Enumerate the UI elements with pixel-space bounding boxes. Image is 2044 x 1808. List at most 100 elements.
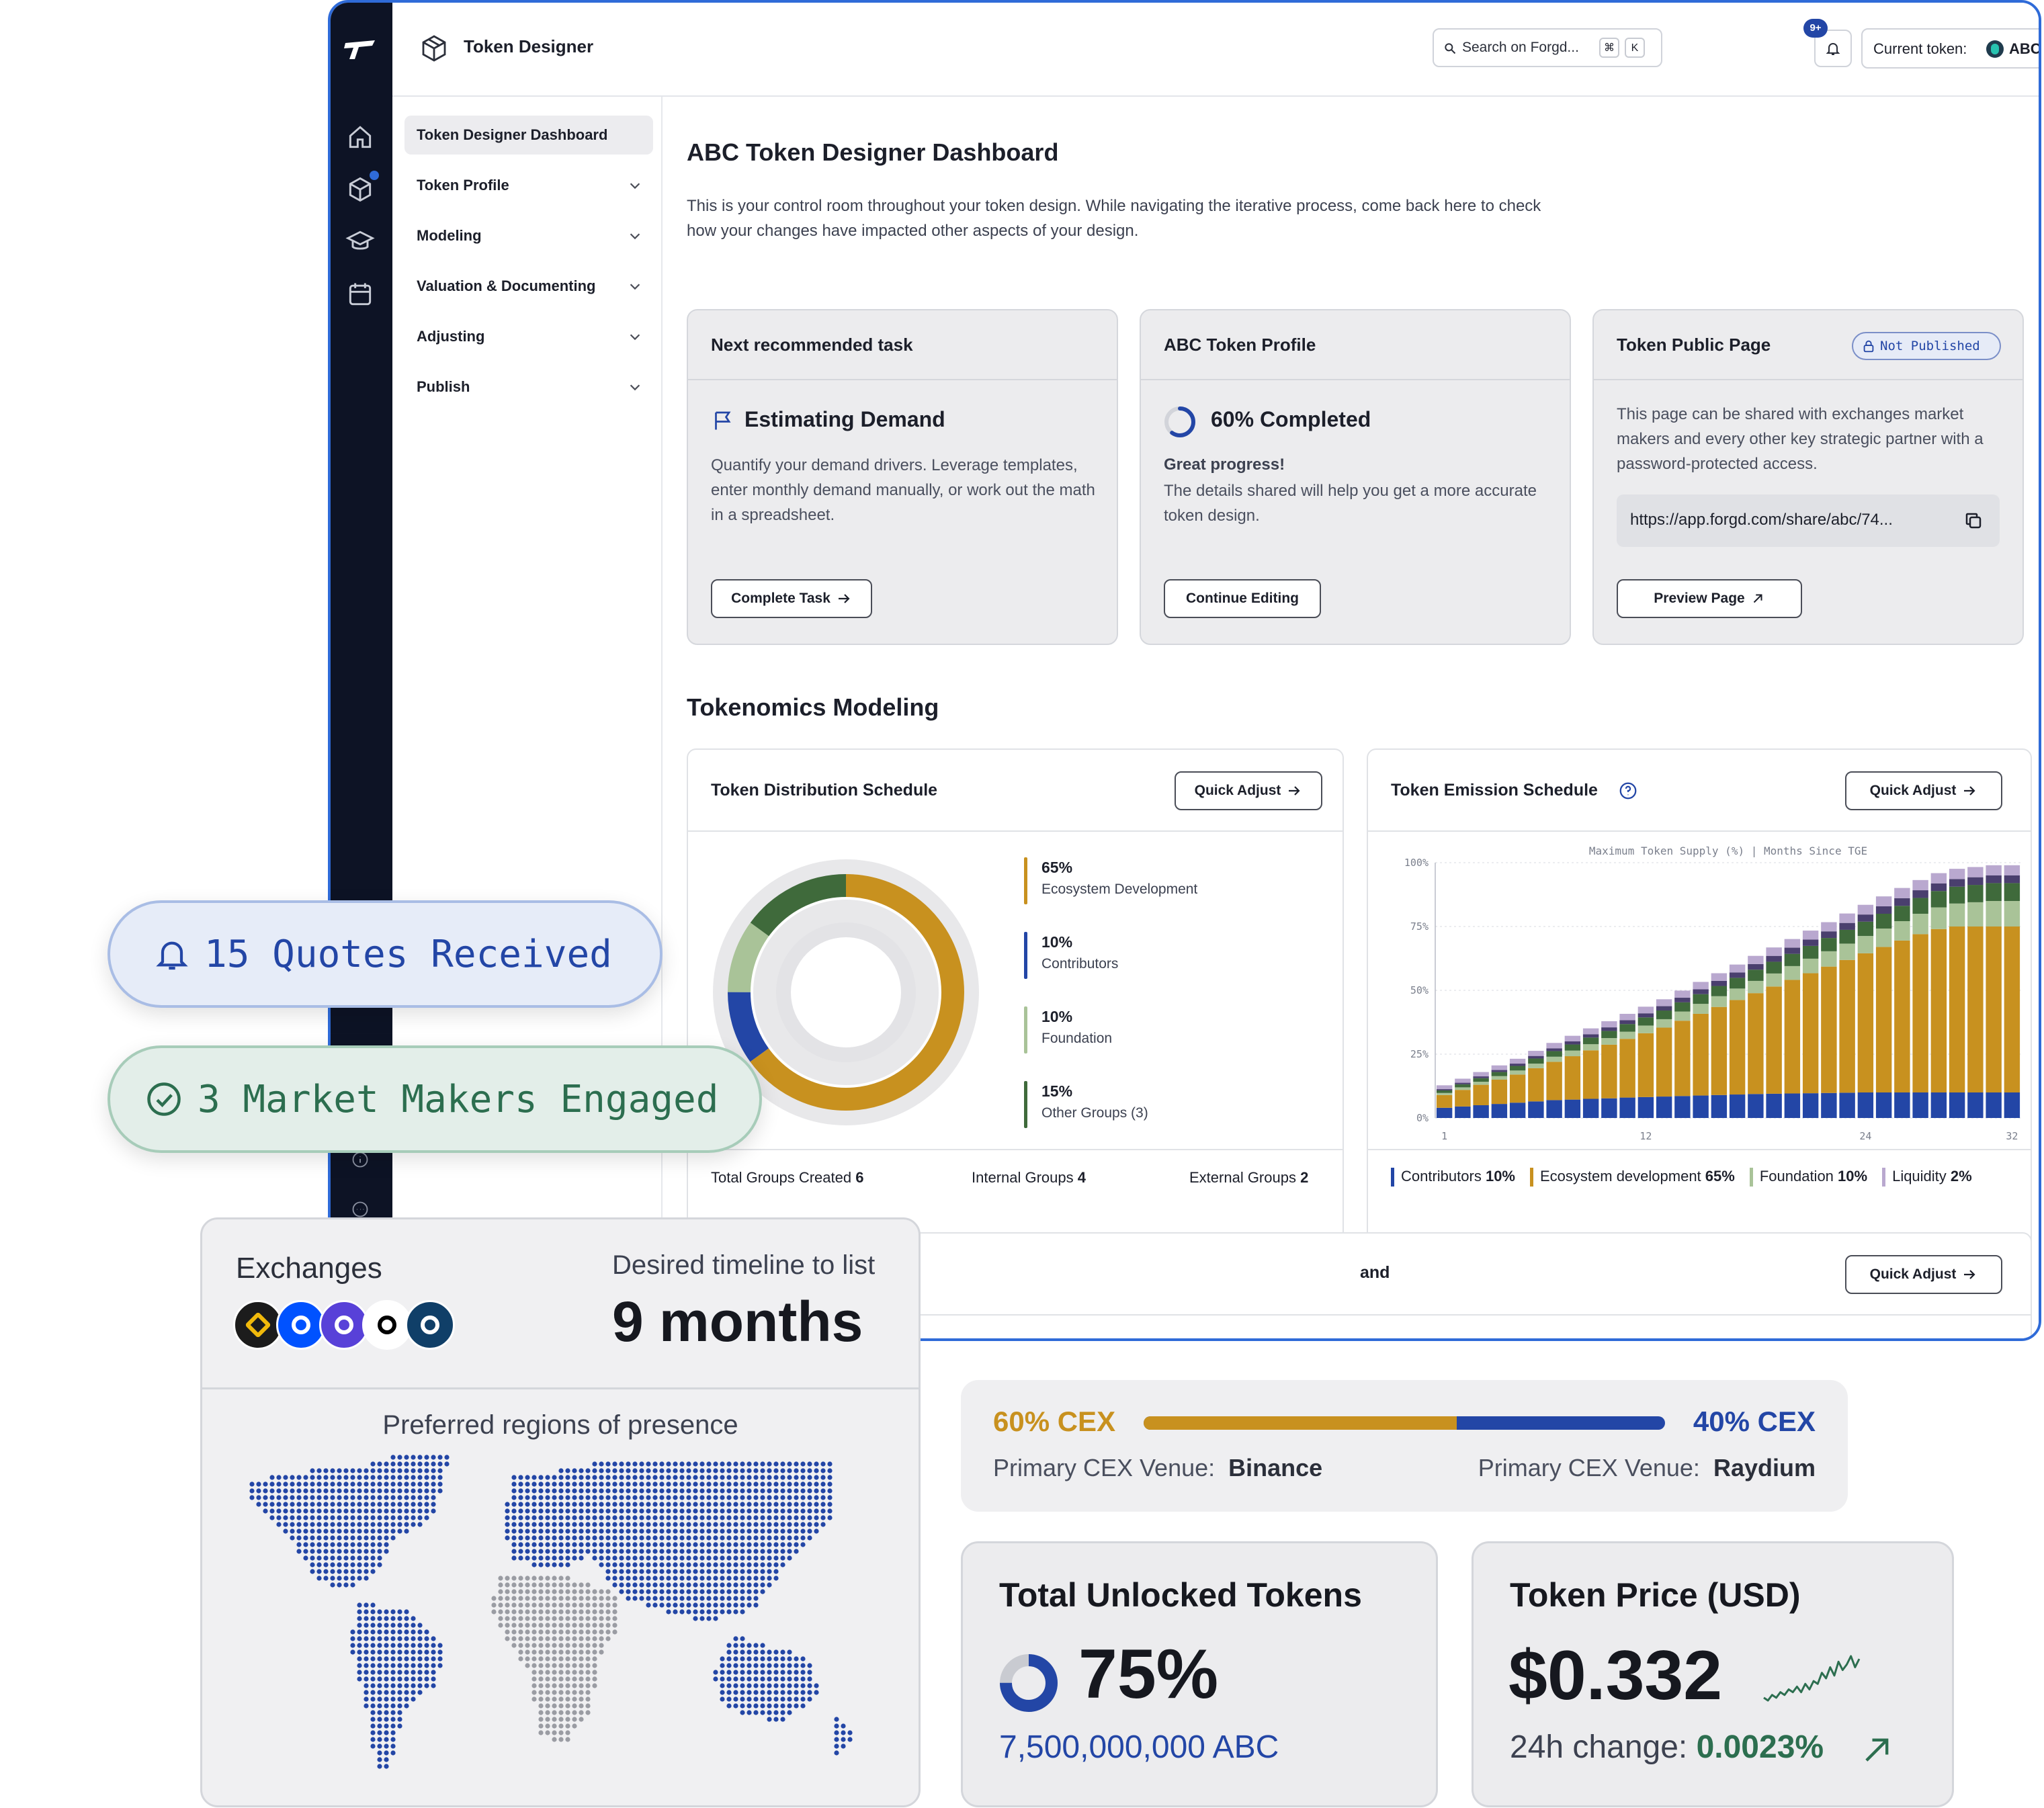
map-dot (693, 1461, 698, 1467)
bar-segment (1546, 1056, 1562, 1062)
quick-adjust-button[interactable]: Quick Adjust (1845, 771, 2002, 810)
map-dot (673, 1481, 678, 1487)
map-dot (411, 1663, 416, 1668)
map-dot (747, 1502, 752, 1507)
info-icon[interactable] (351, 1150, 370, 1169)
map-dot (787, 1696, 792, 1702)
map-dot (525, 1481, 530, 1487)
map-dot (720, 1602, 725, 1608)
map-dot (404, 1636, 409, 1641)
task-body: Quantify your demand drivers. Leverage t… (711, 456, 1095, 524)
map-dot (780, 1481, 785, 1487)
quick-adjust-button[interactable]: Quick Adjust (1845, 1255, 2002, 1294)
map-dot (518, 1481, 523, 1487)
map-dot (619, 1589, 624, 1594)
current-token-select[interactable]: Current token: ABC (1861, 28, 2039, 69)
map-dot (538, 1629, 544, 1635)
bar-segment (1455, 1090, 1471, 1107)
map-dot (599, 1602, 604, 1608)
map-dot (511, 1636, 517, 1641)
nav-modeling[interactable]: Modeling (404, 216, 653, 255)
price-sparkline (1763, 1655, 1861, 1702)
map-dot (565, 1609, 570, 1615)
nav-token-profile[interactable]: Token Profile (404, 166, 653, 205)
map-dot (357, 1488, 362, 1494)
map-dot (531, 1683, 537, 1688)
map-dot (565, 1670, 570, 1675)
map-dot (545, 1522, 550, 1527)
map-dot (545, 1542, 550, 1547)
forgd-logo-icon[interactable] (343, 35, 378, 64)
map-dot (384, 1696, 389, 1702)
map-dot (639, 1596, 644, 1601)
recommended-task-card: Next recommended task Estimating Demand … (687, 309, 1118, 645)
map-dot (652, 1522, 658, 1527)
quick-adjust-button[interactable]: Quick Adjust (1175, 771, 1322, 810)
map-dot (747, 1582, 752, 1588)
nav-publish[interactable]: Publish (404, 368, 653, 406)
map-dot (767, 1717, 772, 1722)
map-dot (531, 1542, 537, 1547)
copy-icon[interactable] (1963, 511, 1984, 531)
search-input[interactable]: Search on Forgd... ⌘ K (1433, 28, 1662, 67)
map-dot (713, 1461, 718, 1467)
nav-adjusting[interactable]: Adjusting (404, 317, 653, 356)
map-dot (350, 1495, 355, 1500)
complete-task-button[interactable]: Complete Task (711, 579, 872, 618)
map-dot (498, 1589, 503, 1594)
map-dot (269, 1515, 275, 1520)
map-dot (579, 1683, 584, 1688)
map-dot (699, 1475, 705, 1480)
map-dot (552, 1737, 557, 1742)
cube-icon[interactable] (345, 175, 375, 204)
preview-page-button[interactable]: Preview Page (1617, 579, 1802, 618)
check-circle-icon (147, 1082, 181, 1116)
nav-valuation-documenting[interactable]: Valuation & Documenting (404, 267, 653, 306)
map-dot (807, 1502, 812, 1507)
map-dot (612, 1495, 618, 1500)
map-dot (558, 1475, 564, 1480)
share-url-field[interactable]: https://app.forgd.com/share/abc/74... (1617, 494, 2000, 547)
map-dot (511, 1602, 517, 1608)
map-dot (592, 1461, 597, 1467)
bar-segment (1802, 973, 1819, 1094)
map-dot (350, 1515, 355, 1520)
map-dot (572, 1696, 577, 1702)
bar-segment (1491, 1070, 1508, 1072)
bar-segment (1473, 1082, 1489, 1085)
help-icon[interactable] (1618, 781, 1638, 801)
map-dot (518, 1616, 523, 1621)
calendar-icon[interactable] (345, 279, 375, 309)
map-dot (552, 1703, 557, 1709)
home-icon[interactable] (345, 122, 375, 152)
map-dot (747, 1569, 752, 1574)
nav-token-designer-dashboard[interactable]: Token Designer Dashboard (404, 116, 653, 155)
map-dot (350, 1582, 355, 1588)
map-dot (552, 1723, 557, 1729)
map-dot (384, 1643, 389, 1648)
map-dot (565, 1549, 570, 1554)
bar-segment (1839, 929, 1855, 944)
graduation-cap-icon[interactable] (345, 227, 375, 257)
map-dot (585, 1649, 591, 1655)
map-dot (632, 1569, 638, 1574)
map-dot (357, 1676, 362, 1682)
page-title: ABC Token Designer Dashboard (687, 138, 1059, 166)
map-dot (390, 1529, 396, 1534)
bar-segment (1784, 953, 1801, 966)
map-dot (357, 1663, 362, 1668)
map-dot (377, 1549, 382, 1554)
bar-segment (1509, 1066, 1526, 1071)
map-dot (720, 1475, 725, 1480)
continue-editing-button[interactable]: Continue Editing (1164, 579, 1321, 618)
bar-segment (1711, 980, 1728, 986)
bar-segment (1674, 998, 1691, 1002)
map-dot (753, 1569, 759, 1574)
legend-swatch (1391, 1168, 1394, 1187)
notifications-button[interactable] (1814, 30, 1852, 67)
chat-icon[interactable] (351, 1200, 370, 1219)
map-dot (767, 1515, 772, 1520)
map-dot (713, 1569, 718, 1574)
map-dot (397, 1663, 402, 1668)
map-dot (505, 1522, 510, 1527)
